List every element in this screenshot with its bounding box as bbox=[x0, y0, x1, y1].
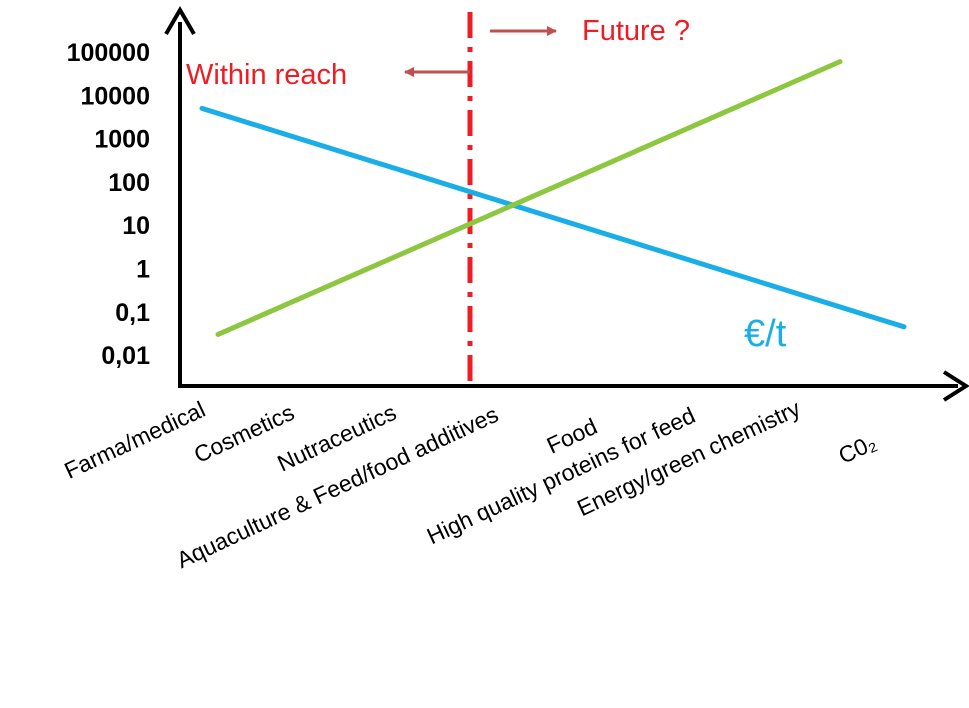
series-label-euro-per-ton: €/t bbox=[744, 313, 787, 355]
x-tick-labels: Farma/medicalCosmeticsNutraceuticsAquacu… bbox=[60, 395, 880, 573]
y-tick-label: 100 bbox=[108, 169, 150, 197]
y-tick-label: 10 bbox=[122, 212, 150, 240]
y-tick-label: 10000 bbox=[80, 82, 150, 110]
future-label: Future ? bbox=[582, 15, 690, 47]
y-tick-label: 0,01 bbox=[101, 342, 150, 370]
series-line-green bbox=[215, 59, 843, 337]
series-lines bbox=[199, 59, 907, 337]
x-tick-label: C0₂ bbox=[834, 429, 880, 469]
y-tick-label: 1 bbox=[136, 256, 150, 284]
y-tick-label: 1000 bbox=[94, 126, 150, 154]
x-axis-arrow-icon bbox=[942, 370, 969, 402]
x-tick-label: Farma/medical bbox=[60, 396, 209, 484]
series-line-euro-per-ton bbox=[199, 105, 907, 330]
within-reach-label: Within reach bbox=[186, 59, 347, 91]
y-tick-labels: 100000 10000 1000 100 10 1 0,1 0,01 bbox=[67, 39, 151, 370]
y-axis-arrow-icon bbox=[164, 6, 196, 36]
y-tick-label: 100000 bbox=[67, 39, 150, 67]
y-tick-label: 0,1 bbox=[115, 299, 150, 327]
